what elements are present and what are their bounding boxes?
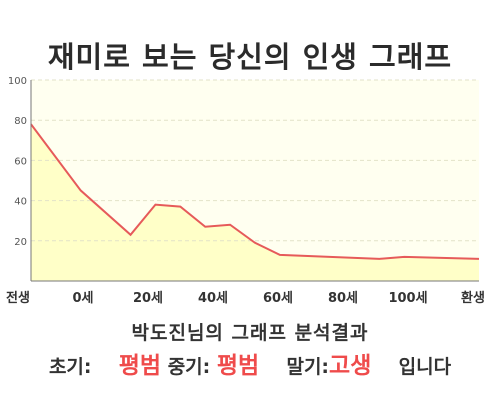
- analysis-result: 초기: 평범 중기: 평범 말기:고생 입니다: [0, 346, 500, 380]
- x-tick-label: 60세: [263, 291, 293, 306]
- y-tick-label: 40: [14, 197, 27, 208]
- x-tick-label: 100세: [388, 291, 427, 306]
- area-fill: [31, 124, 479, 281]
- page-title: 재미로 보는 당신의 인생 그래프: [47, 40, 453, 74]
- y-tick-label: 100: [8, 76, 27, 87]
- life-line: [30, 123, 480, 260]
- analysis-title: 박도진님의 그래프 분석결과: [131, 322, 369, 344]
- x-tick-label: 환생: [461, 290, 485, 306]
- y-tick-label: 60: [14, 156, 27, 167]
- x-tick-label: 전생: [6, 290, 30, 306]
- x-tick-label: 20세: [133, 291, 163, 306]
- x-tick-label: 80세: [328, 291, 358, 306]
- mid-label: 중기:: [167, 356, 211, 378]
- mid-value: 평범: [216, 353, 260, 379]
- x-tick-label: 0세: [72, 291, 93, 306]
- late-value: 고생: [329, 353, 372, 379]
- x-tick-label: 40세: [198, 291, 228, 306]
- early-value: 평범: [118, 353, 162, 379]
- y-tick-label: 20: [14, 237, 27, 248]
- ending-text: 입니다: [398, 356, 452, 378]
- late-label: 말기:: [286, 356, 330, 378]
- y-tick-label: 80: [14, 116, 27, 127]
- early-label: 초기:: [48, 356, 92, 378]
